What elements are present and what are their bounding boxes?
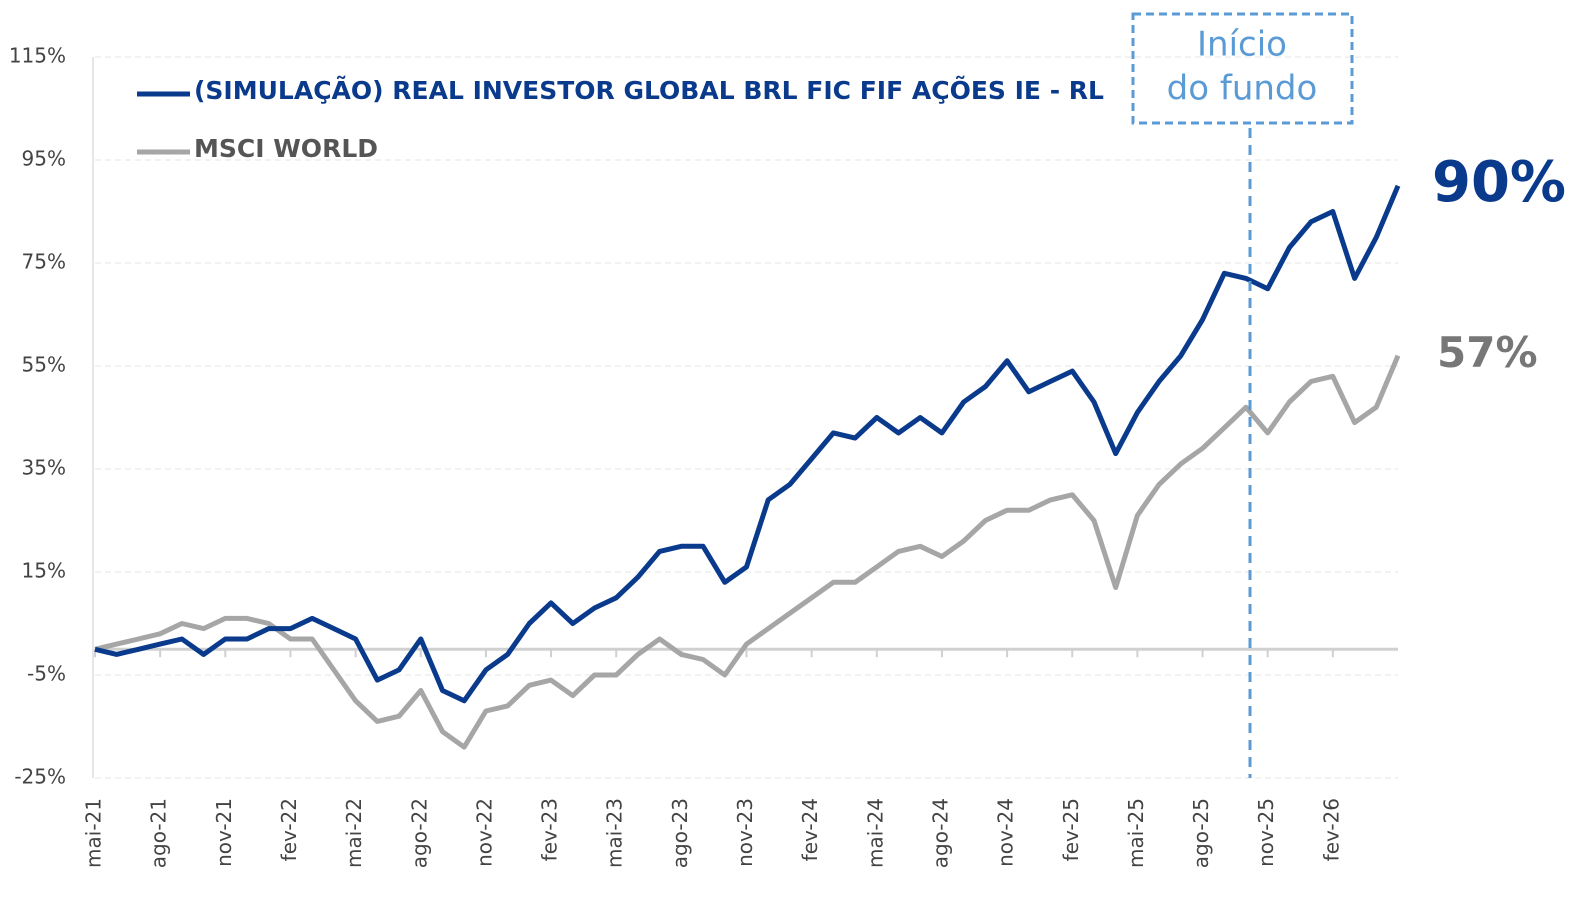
legend-label: MSCI WORLD (194, 134, 378, 163)
x-tick-label: nov-24 (994, 798, 1018, 867)
y-tick-label: 115% (9, 44, 66, 68)
x-tick-label: fev-23 (538, 798, 562, 861)
x-tick-label: mai-21 (82, 798, 106, 868)
series-line (94, 184, 1401, 704)
x-tick-label: fev-25 (1059, 798, 1083, 861)
x-tick-label: mai-23 (603, 798, 627, 868)
x-tick-label: fev-26 (1319, 798, 1343, 861)
y-tick-label: 35% (22, 456, 66, 480)
y-tick-label: 55% (22, 353, 66, 377)
y-tick-label: 75% (22, 250, 66, 274)
y-tick-label: -5% (27, 662, 66, 686)
y-tick-label: 15% (22, 559, 66, 583)
legend-label: (SIMULAÇÃO) REAL INVESTOR GLOBAL BRL FIC… (194, 75, 1104, 105)
end-label: 90% (1432, 150, 1566, 215)
x-tick-label: fev-24 (798, 798, 822, 861)
x-tick-label: nov-22 (472, 798, 496, 867)
x-tick-label: mai-22 (342, 798, 366, 868)
x-tick-label: ago-21 (147, 798, 171, 868)
x-tick-label: nov-25 (1254, 798, 1278, 867)
annotation-box (1131, 12, 1354, 125)
y-tick-label: -25% (14, 765, 66, 789)
x-tick-label: mai-25 (1124, 798, 1148, 868)
series-line (94, 354, 1401, 750)
end-label: 57% (1437, 328, 1538, 377)
annotation-text: Início (1197, 25, 1287, 65)
x-tick-label: nov-23 (733, 798, 757, 867)
x-tick-label: nov-21 (212, 798, 236, 867)
annotation-text: do fundo (1167, 69, 1318, 109)
x-tick-label: ago-23 (668, 798, 692, 868)
x-tick-label: mai-24 (863, 798, 887, 868)
x-tick-label: fev-22 (277, 798, 301, 861)
x-tick-label: ago-22 (407, 798, 431, 868)
x-tick-label: ago-24 (928, 798, 952, 868)
y-tick-label: 95% (22, 147, 66, 171)
x-tick-label: ago-25 (1189, 798, 1213, 868)
